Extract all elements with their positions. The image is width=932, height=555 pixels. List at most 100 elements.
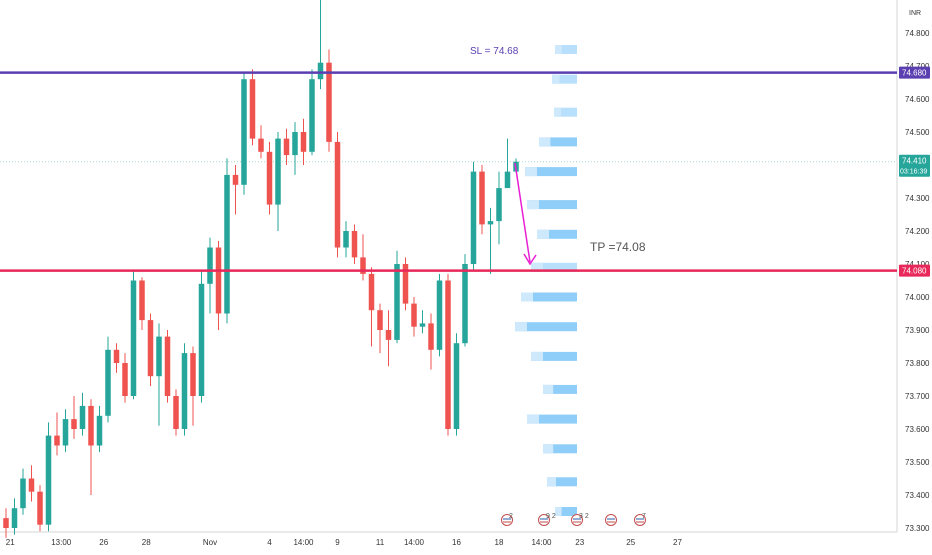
candle-body[interactable] (462, 264, 468, 344)
price-tick-label: 73.700 (905, 392, 930, 401)
event-flag-icon[interactable] (538, 514, 550, 526)
candle-body[interactable] (428, 323, 434, 350)
candle-body[interactable] (3, 518, 9, 528)
candle-body[interactable] (326, 62, 332, 142)
candle-body[interactable] (20, 478, 26, 509)
candle-body[interactable] (351, 231, 358, 258)
candle-body[interactable] (37, 491, 43, 525)
level-price-badge-label: 74.680 (902, 69, 927, 78)
candle-body[interactable] (173, 396, 179, 429)
event-flag-icon[interactable] (501, 514, 513, 526)
candle-body[interactable] (266, 151, 273, 205)
candle-body[interactable] (317, 62, 324, 80)
candle-body[interactable] (232, 174, 239, 185)
candle-body[interactable] (419, 323, 426, 327)
candle-body[interactable] (343, 231, 349, 248)
volume-profile-bar[interactable] (527, 200, 577, 210)
level-price-badge[interactable] (899, 66, 930, 79)
volume-profile-bar[interactable] (525, 167, 577, 177)
volume-profile-bar[interactable] (521, 292, 577, 302)
candle-body[interactable] (181, 353, 188, 429)
candle-body[interactable] (360, 257, 366, 274)
candle-body[interactable] (71, 419, 77, 429)
candle-body[interactable] (215, 247, 222, 314)
candle-body[interactable] (113, 349, 120, 363)
candle-body[interactable] (105, 349, 111, 416)
event-flag-icon[interactable] (571, 514, 583, 526)
volume-profile-bar[interactable] (555, 45, 577, 54)
candle-body[interactable] (334, 141, 341, 248)
candle-body[interactable] (96, 415, 103, 446)
time-tick-label: 27 (673, 538, 682, 547)
level-price-badge[interactable] (899, 264, 930, 277)
candle-body[interactable] (368, 273, 375, 311)
volume-profile-bar-edge (525, 167, 537, 177)
candle-body[interactable] (130, 280, 137, 397)
candle-body[interactable] (241, 79, 247, 185)
candle-body[interactable] (207, 247, 213, 284)
candle-body[interactable] (411, 303, 417, 327)
candle-body[interactable] (377, 310, 383, 330)
volume-profile-bar-edge (531, 262, 543, 272)
candle-body[interactable] (190, 353, 196, 396)
candle-body[interactable] (275, 138, 281, 205)
event-flag-icon[interactable] (634, 514, 646, 526)
volume-profile-bar[interactable] (531, 262, 577, 272)
candle-body[interactable] (54, 435, 60, 446)
time-tick-label: 11 (376, 538, 385, 547)
candle-body[interactable] (309, 79, 315, 152)
volume-profile-bar[interactable] (531, 351, 577, 361)
volume-profile-bar[interactable] (543, 384, 577, 394)
candle-body[interactable] (139, 280, 145, 321)
candle-body[interactable] (88, 405, 94, 446)
candle-body[interactable] (479, 171, 485, 225)
volume-profile-bar[interactable] (543, 444, 577, 454)
candle-body[interactable] (62, 419, 69, 446)
volume-profile-bar[interactable] (547, 477, 577, 487)
candle-body[interactable] (45, 435, 52, 525)
candle-body[interactable] (402, 264, 409, 304)
volume-profile-bar-edge (527, 414, 539, 424)
volume-profile-bar[interactable] (527, 414, 577, 424)
volume-profile-bar-edge (515, 322, 527, 332)
price-tick-label: 73.600 (905, 425, 930, 434)
candle-body[interactable] (300, 132, 307, 152)
candle-body[interactable] (436, 280, 443, 350)
price-tick-label: 74.600 (905, 95, 930, 104)
candle-body[interactable] (292, 132, 298, 156)
candle-body[interactable] (445, 280, 451, 430)
candle-body[interactable] (164, 336, 171, 396)
candle-body[interactable] (122, 363, 128, 396)
candle-body[interactable] (504, 171, 511, 189)
current-price-badge[interactable] (899, 154, 930, 177)
candle-body[interactable] (258, 138, 264, 152)
candle-body[interactable] (394, 264, 400, 340)
volume-profile-bar[interactable] (537, 229, 577, 239)
candle-body[interactable] (283, 138, 290, 156)
candle-body[interactable] (487, 221, 494, 225)
price-tick-label: 74.100 (905, 260, 930, 269)
candle-body[interactable] (11, 508, 18, 528)
candle-body[interactable] (156, 336, 162, 377)
candle-body[interactable] (198, 283, 205, 396)
event-flag-icon[interactable] (605, 514, 617, 526)
volume-profile-bar[interactable] (555, 507, 577, 516)
candle-body[interactable] (224, 174, 230, 314)
candle-body[interactable] (453, 343, 460, 429)
price-tick-label: 74.500 (905, 128, 930, 137)
candle-body[interactable] (28, 478, 35, 492)
candle-body[interactable] (496, 188, 502, 222)
candle-body[interactable] (470, 171, 477, 264)
volume-profile-bar[interactable] (554, 107, 577, 117)
candle-body[interactable] (79, 405, 86, 429)
time-tick-label: 9 (335, 538, 340, 547)
volume-profile-bar-edge (547, 477, 556, 487)
volume-profile-bar[interactable] (515, 322, 577, 332)
candle-body[interactable] (249, 79, 256, 139)
candle-body[interactable] (385, 330, 392, 340)
volume-profile-bar[interactable] (539, 137, 577, 147)
candle-body[interactable] (147, 320, 154, 377)
volume-profile-bar[interactable] (552, 74, 577, 84)
